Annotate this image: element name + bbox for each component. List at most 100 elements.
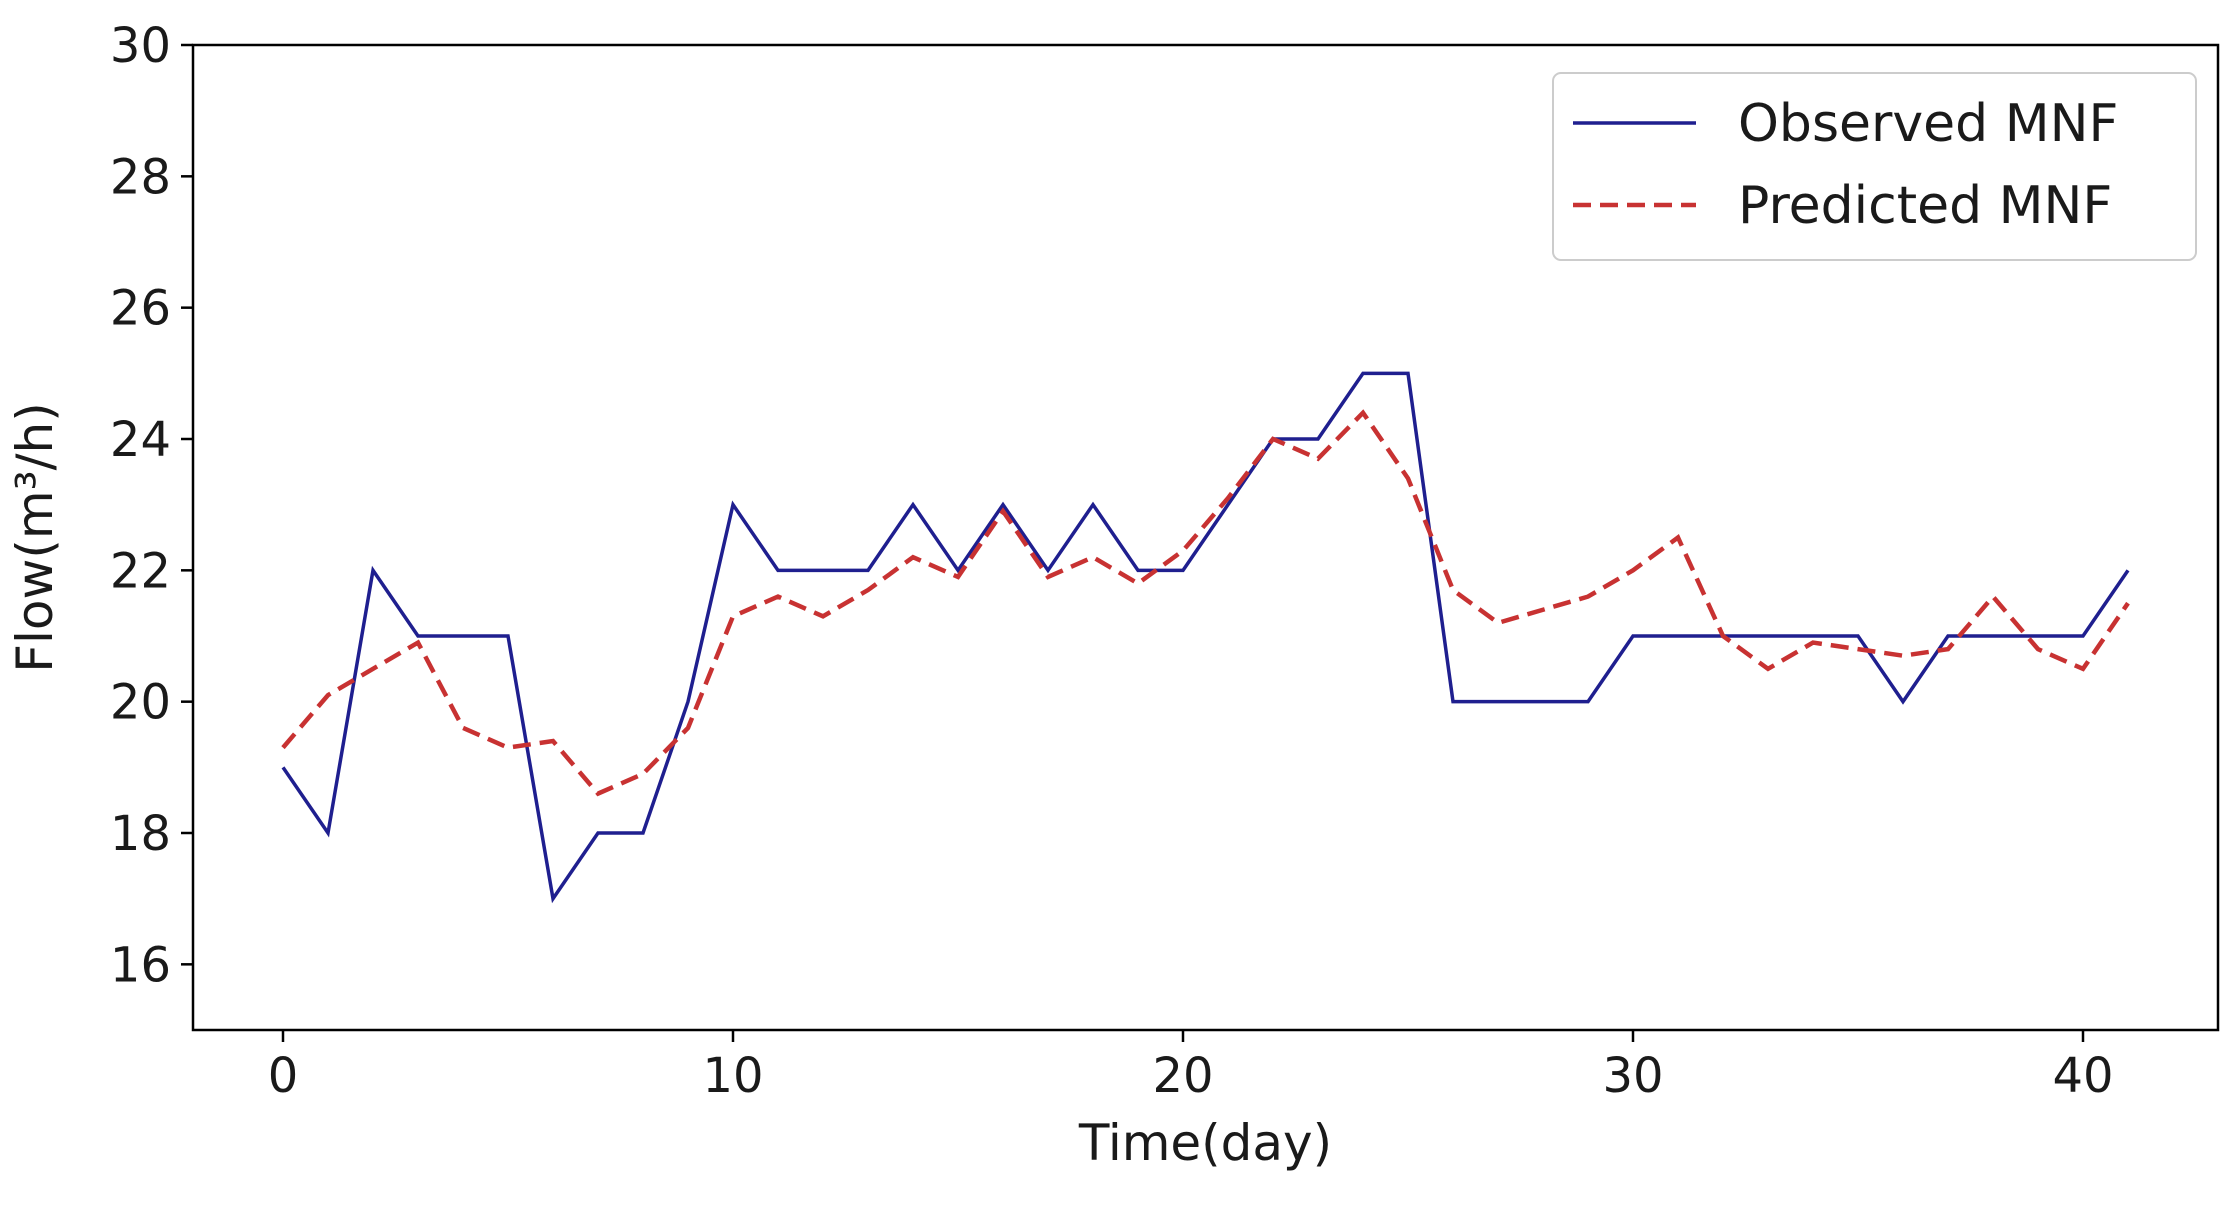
data-point <box>1091 503 1095 507</box>
data-point <box>1451 700 1455 704</box>
data-point <box>1676 634 1680 638</box>
data-point <box>956 575 960 579</box>
data-point <box>2081 667 2085 671</box>
data-point <box>1946 634 1950 638</box>
data-point <box>1766 634 1770 638</box>
y-tick-label: 16 <box>110 937 171 993</box>
data-point <box>866 588 870 592</box>
data-point <box>1136 568 1140 572</box>
data-point <box>2036 647 2040 651</box>
legend-label-observed: Observed MNF <box>1738 94 2118 154</box>
data-point <box>371 568 375 572</box>
data-point <box>776 595 780 599</box>
data-point <box>326 831 330 835</box>
data-point <box>1901 654 1905 658</box>
data-point <box>461 634 465 638</box>
x-axis-ticks: 0 10 20 30 40 <box>268 1030 2114 1104</box>
data-point <box>1226 496 1230 500</box>
data-point <box>1271 437 1275 441</box>
series-line-observed <box>281 371 2130 904</box>
y-tick-label: 20 <box>110 675 171 731</box>
data-point <box>281 765 285 769</box>
data-point <box>1001 503 1005 507</box>
data-point <box>551 739 555 743</box>
data-point <box>371 667 375 671</box>
data-point <box>1631 634 1635 638</box>
data-point <box>1676 536 1680 540</box>
x-tick-label: 0 <box>268 1048 299 1104</box>
data-point <box>551 897 555 901</box>
data-point <box>1856 634 1860 638</box>
data-point <box>686 700 690 704</box>
data-point <box>1586 595 1590 599</box>
data-point <box>866 568 870 572</box>
plot-frame <box>191 43 2220 1032</box>
data-point <box>416 641 420 645</box>
y-tick-label: 30 <box>110 18 171 74</box>
data-point <box>686 726 690 730</box>
data-point <box>821 568 825 572</box>
data-point <box>731 614 735 618</box>
x-tick-label: 40 <box>2052 1048 2113 1104</box>
data-point <box>1541 608 1545 612</box>
data-point <box>1181 568 1185 572</box>
data-point <box>821 614 825 618</box>
data-point <box>416 634 420 638</box>
data-point <box>1406 476 1410 480</box>
data-point <box>461 726 465 730</box>
data-point <box>506 634 510 638</box>
y-tick-label: 26 <box>110 281 171 337</box>
data-point <box>731 503 735 507</box>
data-point <box>1496 621 1500 625</box>
data-point <box>1451 588 1455 592</box>
data-point <box>1991 595 1995 599</box>
data-point <box>1541 700 1545 704</box>
series-layer <box>281 371 2130 904</box>
data-point <box>2126 568 2130 572</box>
legend-label-predicted: Predicted MNF <box>1738 176 2112 236</box>
y-tick-label: 24 <box>110 412 171 468</box>
legend: Observed MNF Predicted MNF <box>1552 72 2197 261</box>
data-point <box>1091 555 1095 559</box>
data-point <box>1721 634 1725 638</box>
data-point <box>1856 647 1860 651</box>
data-point <box>911 503 915 507</box>
data-point <box>1991 634 1995 638</box>
data-point <box>1001 509 1005 513</box>
data-point <box>1901 700 1905 704</box>
data-point <box>1136 581 1140 585</box>
data-point <box>1766 667 1770 671</box>
data-point <box>641 831 645 835</box>
data-point <box>1361 371 1365 375</box>
x-axis-title: Time(day) <box>1078 1114 1332 1172</box>
data-point <box>2081 634 2085 638</box>
data-point <box>596 831 600 835</box>
data-point <box>326 693 330 697</box>
x-tick-label: 20 <box>1152 1048 1213 1104</box>
data-point <box>1631 568 1635 572</box>
data-point <box>1361 411 1365 415</box>
data-point <box>2036 634 2040 638</box>
data-point <box>1046 568 1050 572</box>
data-point <box>1316 457 1320 461</box>
data-point <box>1811 634 1815 638</box>
y-tick-label: 22 <box>110 543 171 599</box>
data-point <box>641 772 645 776</box>
y-tick-label: 28 <box>110 149 171 205</box>
data-point <box>1811 641 1815 645</box>
data-point <box>1226 503 1230 507</box>
data-point <box>1586 700 1590 704</box>
data-point <box>776 568 780 572</box>
x-tick-label: 30 <box>1602 1048 1663 1104</box>
y-axis-title: Flow(m³/h) <box>6 402 64 672</box>
data-point <box>506 746 510 750</box>
series-line-predicted <box>281 409 2130 797</box>
data-point <box>911 555 915 559</box>
data-point <box>1946 647 1950 651</box>
y-axis-ticks: 16 18 20 22 24 26 28 30 <box>110 18 193 993</box>
x-tick-label: 10 <box>702 1048 763 1104</box>
data-point <box>1316 437 1320 441</box>
data-point <box>2126 601 2130 605</box>
data-point <box>281 746 285 750</box>
